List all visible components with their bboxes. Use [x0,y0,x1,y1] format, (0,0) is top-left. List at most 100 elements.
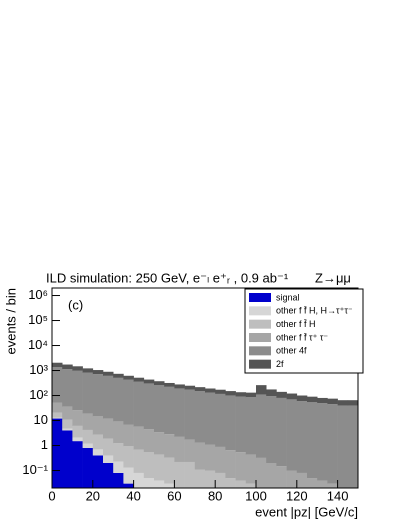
histogram-bar [123,424,134,447]
y-tick-label: 10⁻¹ [22,462,48,477]
histogram-bar [154,381,165,386]
histogram-bar [205,470,216,488]
x-tick-label: 60 [167,488,181,503]
histogram-bar [327,483,338,488]
histogram-bar [52,418,63,488]
histogram-bar [185,488,196,527]
histogram-bar [296,395,308,402]
histogram-bar [123,375,134,380]
histogram-bar [143,429,155,453]
histogram-bar [337,400,349,406]
histogram-bar [52,362,63,368]
y-tick-label: 10³ [29,362,48,377]
histogram-bar [133,377,145,382]
histogram-bar [62,364,73,370]
histogram-bar [307,396,318,403]
histogram-bar [62,406,73,420]
histogram-bar [347,400,358,406]
histogram-bar [82,443,94,448]
histogram-bar [235,396,247,453]
histogram-bar [174,461,185,488]
histogram-bar [235,452,247,481]
histogram-bar [205,392,216,445]
histogram-bar [92,374,104,417]
histogram-bar [113,443,124,462]
histogram-bar [154,432,165,455]
y-axis-label: events / bin [3,288,18,355]
histogram-bar [72,370,83,411]
histogram-bar [92,416,104,435]
histogram-bar [154,480,165,488]
histogram-bar [317,403,328,481]
x-tick-label: 0 [48,488,55,503]
y-tick-label: 10 [34,412,48,427]
histogram-bar [266,389,277,397]
x-axis-label: event |pz| [GeV/c] [255,504,358,519]
histogram-bar [256,457,267,488]
histogram-bar [194,442,206,470]
histogram-bar [225,450,236,479]
histogram-bar [82,372,94,414]
histogram-bar [235,392,247,397]
histogram-bar [327,398,338,405]
histogram-bar [256,385,267,395]
histogram-bar [266,396,277,463]
histogram-bar [92,434,104,450]
chart-title: ILD simulation: 250 GeV, e⁻ₗ e⁺ᵣ , 0.9 a… [46,270,289,285]
legend-swatch [249,333,271,342]
histogram-bar [154,454,165,481]
legend-swatch [249,319,271,329]
histogram-bar [286,470,298,488]
histogram-bar [52,412,63,418]
histogram-bar [347,405,358,488]
histogram-bar [245,483,257,488]
histogram-bar [82,413,94,430]
histogram-bar [174,388,185,437]
histogram-bar [184,461,196,488]
histogram-bar [62,428,73,431]
histogram-bar [276,466,287,488]
histogram-bar [164,483,175,488]
y-tick-label: 10⁴ [28,337,48,352]
histogram-bar [286,399,298,471]
histogram-bar [194,469,206,488]
x-tick-label: 140 [327,488,349,503]
histogram-bar [256,394,267,458]
histogram-bar [72,425,83,438]
histogram-bar [317,397,328,404]
histogram-bar [103,455,114,463]
histogram-bar [337,405,349,488]
histogram-bar [123,446,134,468]
histogram-bar [164,386,175,435]
histogram-bar [103,438,114,456]
histogram-bar [62,419,73,429]
histogram-bar [215,446,226,473]
histogram-bar [317,480,328,488]
histogram-bar [327,404,338,484]
histogram-bar [143,478,155,488]
annotation: (c) [68,297,83,312]
histogram-bar [133,381,145,427]
legend-label: signal [276,292,300,302]
y-tick-label: 10⁵ [28,312,48,327]
legend-label: other f f̄ H [276,319,316,329]
histogram-bar [82,368,94,373]
histogram-bar [92,370,104,375]
y-tick-label: 10² [29,387,48,402]
histogram-bar [103,375,114,419]
histogram-bar [164,382,175,387]
histogram-bar [103,463,114,488]
histogram-bar [143,379,155,384]
histogram-bar [184,439,196,462]
plot-frame [51,287,359,489]
x-tick-label: 20 [86,488,100,503]
histogram-bar [143,452,155,479]
histogram-bar [133,449,145,473]
y-tick-label: 1 [41,437,48,452]
histogram-bar [174,384,185,389]
histogram-bar [164,457,175,484]
histogram-bar [133,472,145,488]
histogram-bar [215,389,226,394]
legend-label: other 4f [276,346,307,356]
